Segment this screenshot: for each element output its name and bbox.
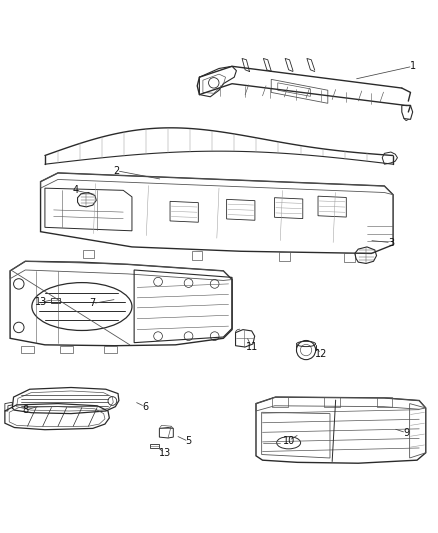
Text: 4: 4 xyxy=(72,185,78,195)
Text: 2: 2 xyxy=(113,166,120,176)
Text: 8: 8 xyxy=(22,405,28,415)
Text: 11: 11 xyxy=(246,342,258,352)
Text: 13: 13 xyxy=(159,448,171,458)
Text: 13: 13 xyxy=(35,297,48,307)
Text: 12: 12 xyxy=(315,349,328,359)
Text: 5: 5 xyxy=(185,437,192,447)
Text: 9: 9 xyxy=(403,428,409,438)
Text: 10: 10 xyxy=(283,435,295,446)
Text: 1: 1 xyxy=(410,61,416,71)
Text: 3: 3 xyxy=(388,238,394,247)
Text: 7: 7 xyxy=(90,298,96,309)
Text: 6: 6 xyxy=(142,402,148,411)
